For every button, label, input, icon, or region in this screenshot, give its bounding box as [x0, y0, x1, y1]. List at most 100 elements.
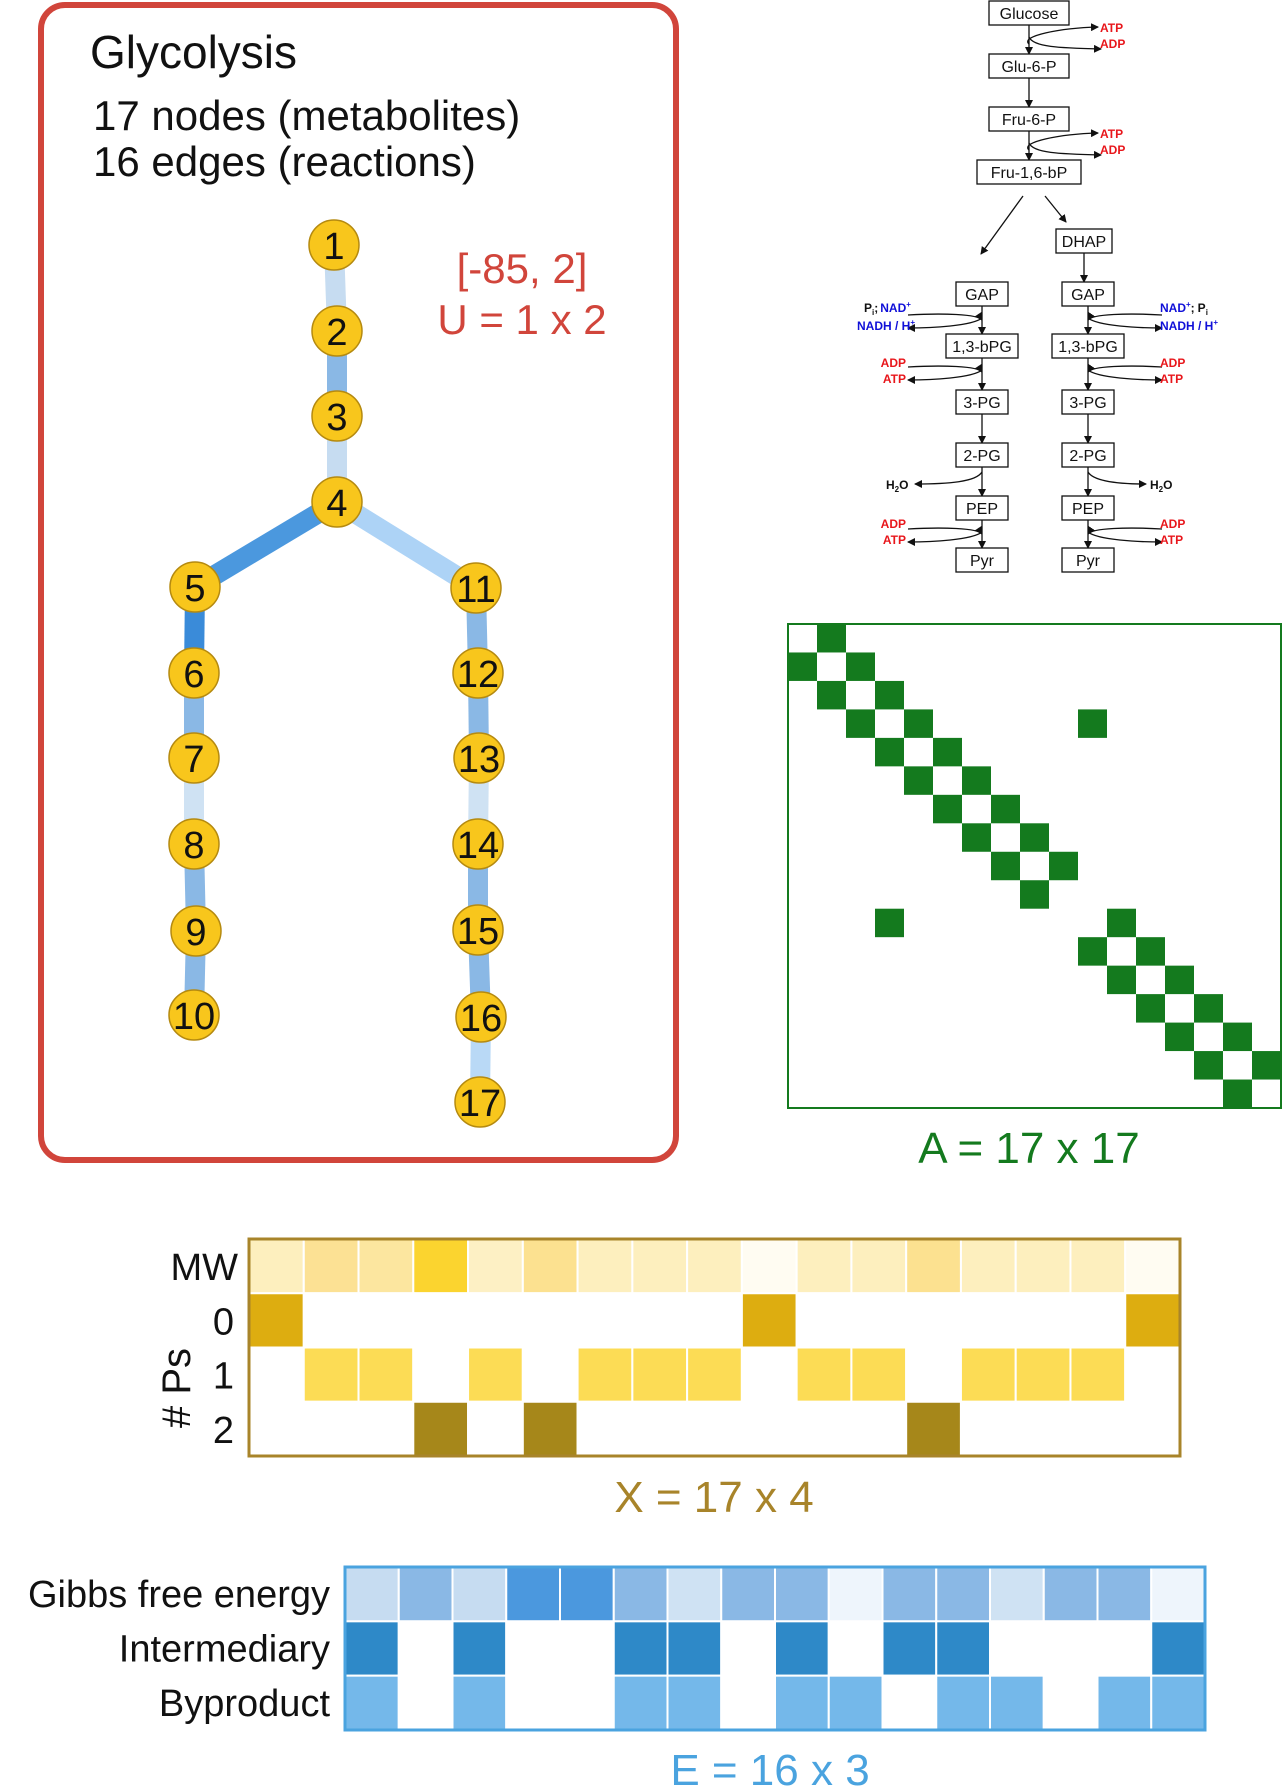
graph-edge — [189, 493, 343, 596]
graph-panel-frame — [38, 2, 679, 1163]
cofactor-in-arrow — [1087, 311, 1163, 321]
cofactor-adp: ADP — [1100, 37, 1125, 51]
adjacency-matrix: A = 17 x 17 — [787, 623, 1282, 1173]
adjacency-cell — [991, 794, 1020, 824]
adjacency-cell — [1194, 994, 1223, 1023]
edge-feature-row-label: Intermediary — [119, 1629, 330, 1671]
metabolite-bpg13: 1,3-bPG — [945, 333, 1019, 359]
cofactor-adp: ADP — [881, 517, 906, 531]
cofactor-in-arrow — [1027, 129, 1099, 151]
node-feature-cell — [248, 1400, 305, 1457]
graph-node-circle — [308, 219, 360, 271]
edge-feature-cell — [344, 1620, 400, 1677]
metabolite-label: 1,3-bPG — [952, 339, 1012, 356]
cofactor-arrow — [1087, 369, 1163, 384]
metabolite-box — [955, 389, 1009, 415]
metabolite-box — [955, 442, 1009, 468]
graph-node-label: 3 — [326, 397, 347, 439]
edge-feature-cell — [666, 1620, 723, 1677]
metabolite-box — [988, 106, 1070, 132]
graph-node: 6 — [168, 647, 220, 699]
graph-node-label: 6 — [183, 654, 204, 696]
node-feature-cell — [686, 1400, 743, 1457]
graph-node-circle — [311, 305, 363, 357]
edge-feature-cell — [1042, 1674, 1099, 1731]
metabolite-label: 3-PG — [1069, 395, 1106, 412]
node-feature-cell — [959, 1292, 1017, 1349]
water-arrow — [1087, 471, 1147, 488]
edge-feature-cell — [1150, 1620, 1206, 1677]
pathway-arrows — [907, 23, 1163, 549]
metabolite-box — [955, 281, 1009, 307]
cofactor-arrow — [1028, 36, 1102, 53]
node-feature-cell — [740, 1292, 798, 1349]
metabolite-box — [1055, 228, 1113, 254]
water-arrow — [914, 471, 983, 488]
cofactor-adp: ADP — [1160, 517, 1185, 531]
node-feature-cell — [576, 1400, 634, 1457]
node-feature-cell — [795, 1292, 853, 1349]
reaction-arrow — [1044, 195, 1067, 223]
node-feature-cell — [1014, 1400, 1072, 1457]
edge-feature-cell — [505, 1566, 561, 1623]
cofactor-in-arrow — [907, 525, 983, 535]
nodes-count-line: 17 nodes (metabolites) — [93, 92, 520, 139]
reaction-arrow — [980, 195, 1024, 255]
edge-feature-label: E = 16 x 3 — [670, 1746, 869, 1786]
metabolite-box — [1061, 389, 1115, 415]
edge-feature-row-label: Byproduct — [159, 1683, 331, 1725]
cofactor-arrow — [907, 369, 983, 384]
graph-node: 2 — [311, 305, 363, 357]
metabolite-label: DHAP — [1062, 234, 1106, 251]
graph-edge — [331, 493, 482, 597]
adjacency-label: A = 17 x 17 — [918, 1124, 1139, 1173]
node-feature-matrix: MW 0 1 2 # Ps X = 17 x 4 — [155, 1237, 1182, 1522]
adjacency-cells — [788, 624, 1281, 1108]
metabolite-label: 2-PG — [1069, 448, 1106, 465]
cofactor-atp: ATP — [1100, 21, 1123, 35]
edge-feature-cell — [1042, 1566, 1099, 1623]
node-feature-cell — [795, 1346, 853, 1403]
node-feature-cell — [248, 1238, 305, 1295]
node-feature-cell — [412, 1238, 470, 1295]
cofactor-in-arrow — [907, 311, 983, 321]
node-feature-row-label: 0 — [213, 1301, 234, 1343]
cofactor-nad-pi: NAD+; Pi — [1160, 300, 1208, 317]
cofactor-h2o: H2O — [886, 478, 908, 494]
edge-feature-cell — [989, 1620, 1045, 1677]
cofactor-arrow — [907, 317, 983, 332]
adjacency-cell — [875, 737, 904, 767]
metabolite-label: Fru-1,6-bP — [991, 165, 1067, 182]
node-feature-cell — [357, 1400, 415, 1457]
cofactor-nadh: NADH / H+ — [857, 318, 915, 333]
graph-node-circle — [168, 647, 220, 699]
edge-feature-cell — [1096, 1566, 1153, 1623]
cofactor-atp: ATP — [883, 372, 906, 386]
graph-node-circle — [311, 476, 363, 528]
node-feature-cell — [302, 1346, 360, 1403]
graph-node-label: 9 — [185, 912, 206, 954]
adjacency-cell — [1165, 965, 1194, 995]
adjacency-cell — [1136, 994, 1165, 1023]
edge-feature-cell — [451, 1620, 508, 1677]
cofactor-atp: ATP — [1160, 533, 1183, 547]
metabolite-box — [1051, 333, 1125, 359]
metabolite-label: 3-PG — [963, 395, 1000, 412]
graph-node-label: 2 — [326, 312, 347, 354]
edge-feature-cell — [1096, 1620, 1153, 1677]
cofactor-arrow — [1028, 142, 1102, 159]
metabolite-pg3: 3-PG — [1061, 389, 1115, 415]
edge-feature-cell — [612, 1674, 669, 1731]
cofactor-in-arrow — [1027, 23, 1099, 45]
node-feature-cell — [795, 1400, 853, 1457]
node-feature-cells — [248, 1238, 1182, 1457]
edge-feature-cell — [881, 1620, 938, 1677]
cofactor-in-arrow — [1087, 363, 1163, 373]
metabolite-gap: GAP — [1061, 281, 1115, 307]
graph-node-circle — [453, 732, 505, 784]
cofactor-in-arrow — [1087, 525, 1163, 535]
adjacency-cell — [875, 908, 904, 938]
metabolite-pg2: 2-PG — [955, 442, 1009, 468]
node-feature-cell — [576, 1346, 634, 1403]
graph-node: 5 — [169, 561, 221, 613]
